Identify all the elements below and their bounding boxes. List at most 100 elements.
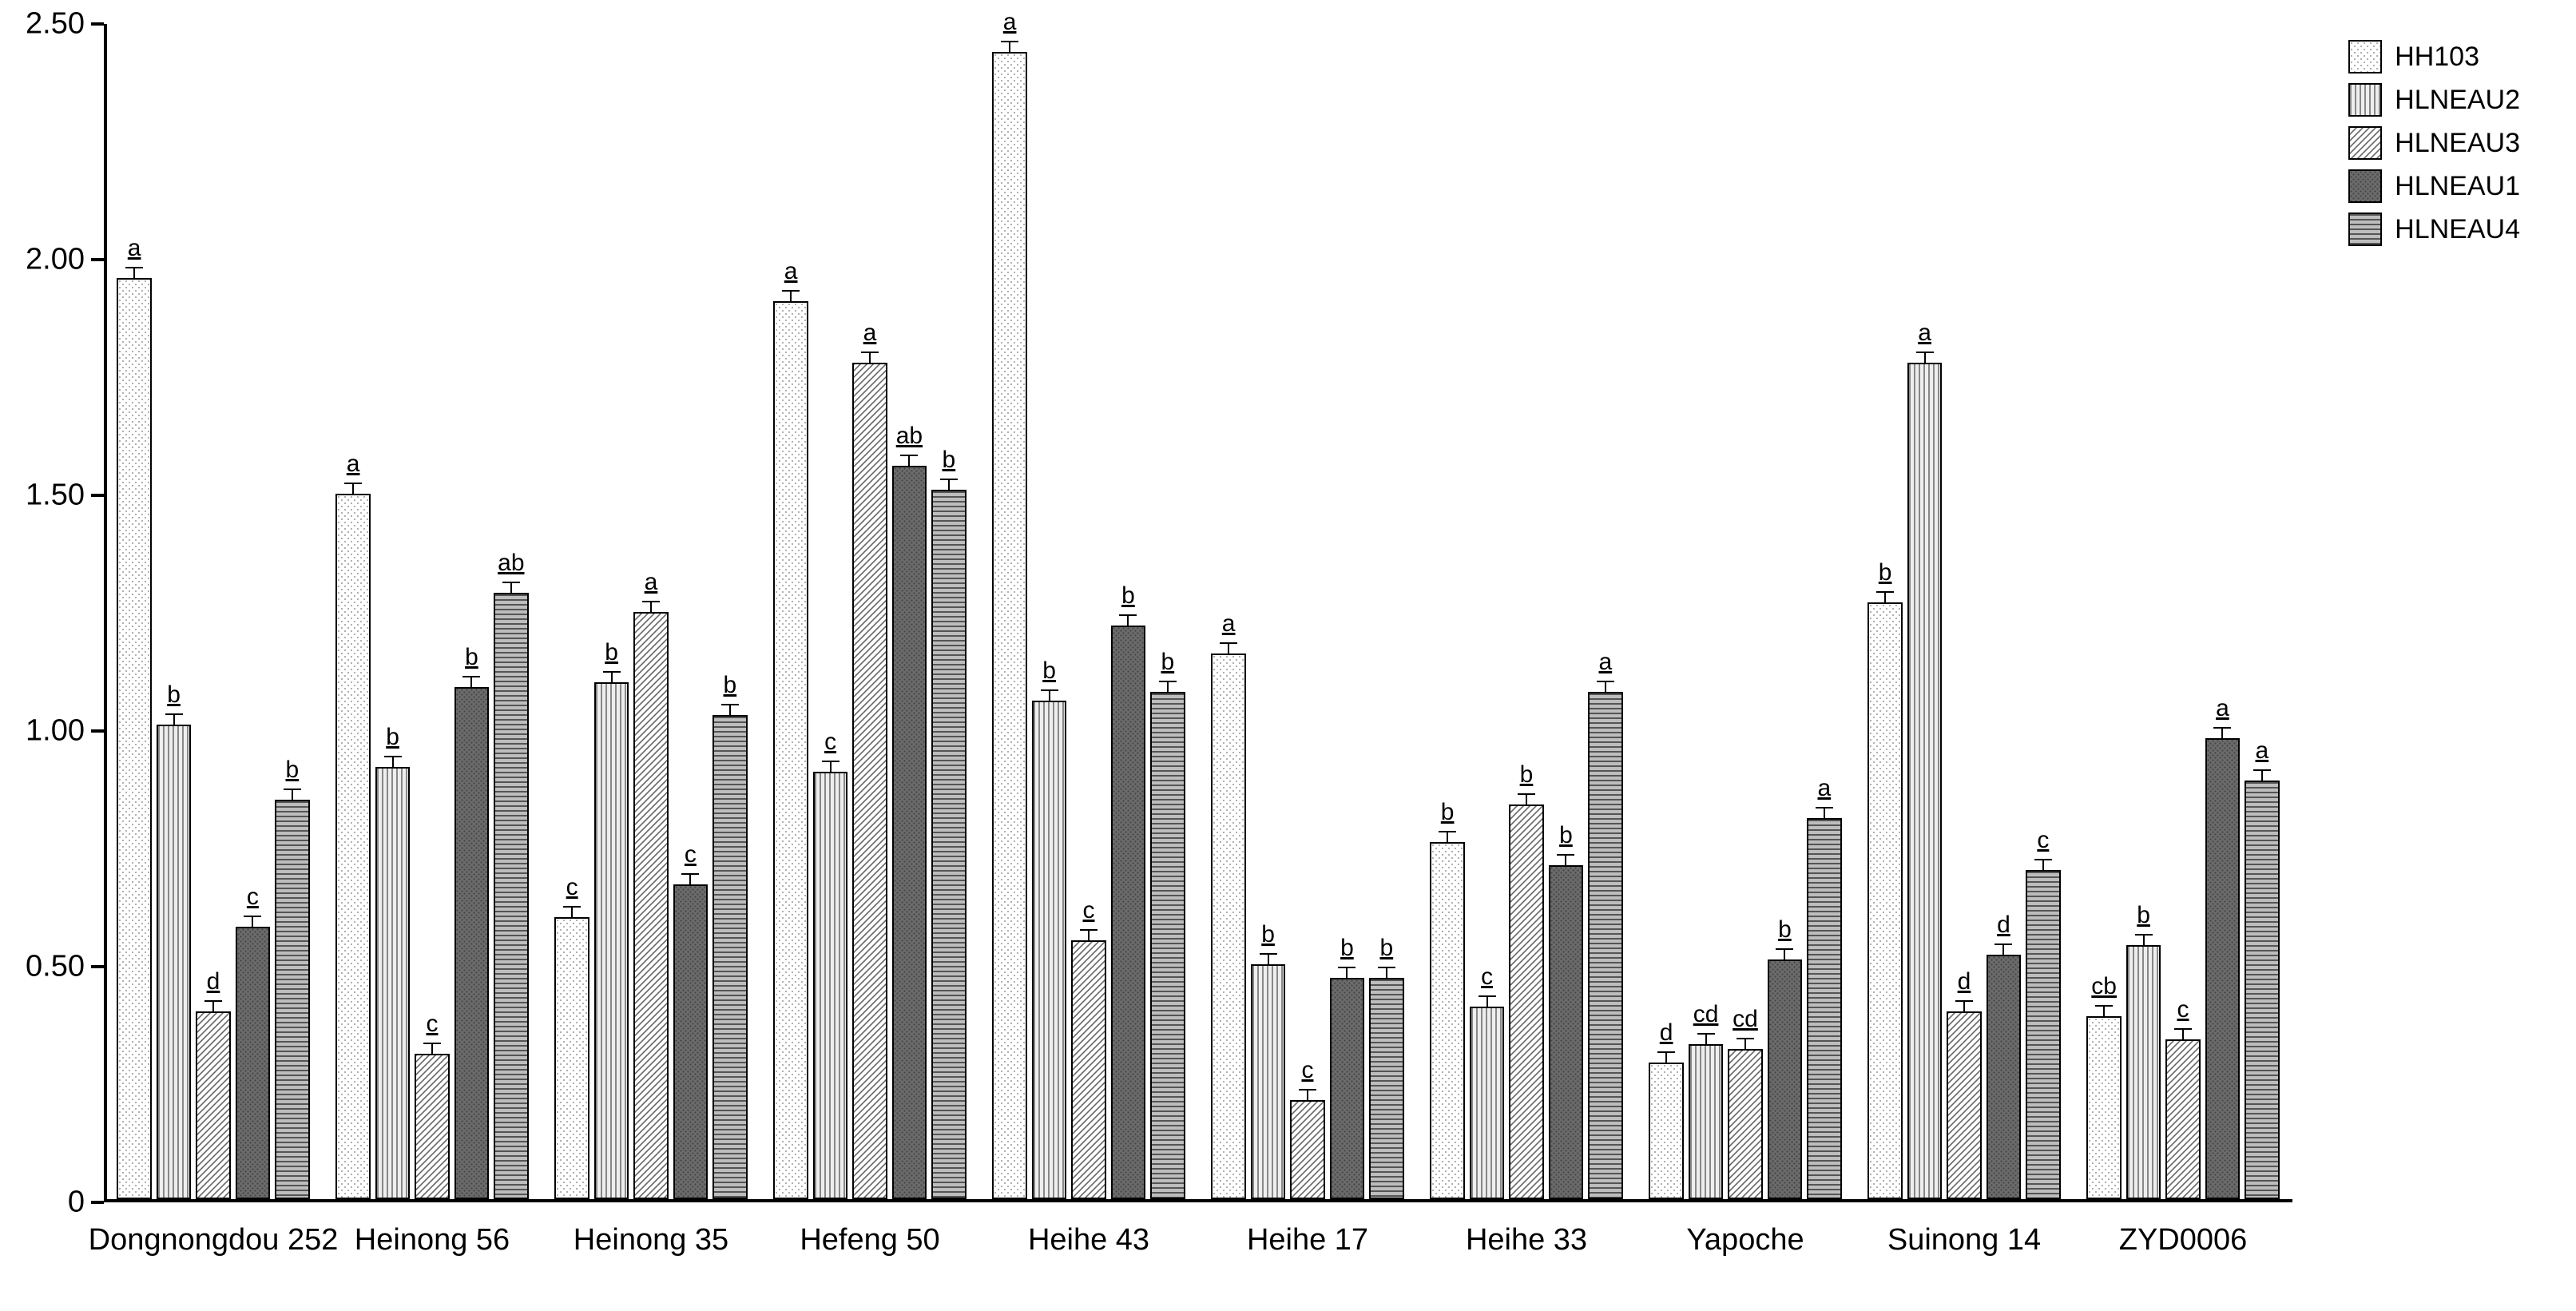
significance-letter: b	[1379, 935, 1393, 979]
legend-item: HH103	[2348, 40, 2520, 73]
bar: b	[157, 725, 191, 1199]
bar-group: baddcSuinong 14	[1855, 24, 2074, 1202]
bar-wrap: b	[1369, 24, 1403, 1199]
significance-letter: b	[285, 757, 299, 801]
significance-letter: b	[1559, 822, 1573, 867]
bar-wrap: b	[1549, 24, 1583, 1199]
significance-letter: a	[347, 451, 360, 495]
bar-wrap: b	[1509, 24, 1543, 1199]
bar-wrap: b	[1330, 24, 1364, 1199]
group-label: Yapoche	[1686, 1202, 1804, 1257]
significance-letter: c	[824, 729, 836, 773]
significance-letter: b	[1441, 799, 1455, 844]
group-label: Heihe 17	[1247, 1202, 1368, 1257]
bar: b	[1150, 692, 1185, 1199]
significance-letter: b	[1520, 761, 1534, 806]
bar: b	[594, 682, 629, 1199]
legend-swatch	[2348, 169, 2382, 203]
significance-letter: b	[605, 639, 618, 684]
bar: a	[992, 52, 1026, 1199]
bar-wrap: a	[992, 24, 1026, 1199]
bar: c	[1071, 940, 1105, 1199]
bar-wrap: a	[633, 24, 668, 1199]
group-label: Heinong 35	[574, 1202, 728, 1257]
bar: b	[1868, 602, 1902, 1199]
bar: a	[773, 301, 808, 1199]
significance-letter: c	[685, 841, 697, 886]
bars-row: dcdcdba	[1649, 24, 1841, 1199]
bar-wrap: ab	[494, 24, 528, 1199]
significance-letter: c	[2177, 996, 2189, 1041]
bar: a	[1907, 363, 1942, 1199]
bar-wrap: a	[1211, 24, 1245, 1199]
significance-letter: a	[784, 258, 798, 303]
bar: a	[2205, 738, 2240, 1199]
bar: cb	[2086, 1016, 2121, 1199]
bar-wrap: cd	[1728, 24, 1762, 1199]
bar: ab	[494, 593, 528, 1199]
bar-groups: abdcbDongnongdou 252abcbabHeinong 56cbac…	[104, 24, 2292, 1202]
bar-wrap: d	[1649, 24, 1683, 1199]
bars-row: abcbb	[992, 24, 1185, 1199]
bar: b	[712, 715, 747, 1199]
bar: b	[1430, 842, 1464, 1199]
significance-letter: b	[723, 672, 736, 717]
significance-letter: d	[1997, 912, 2010, 956]
bar: c	[813, 772, 847, 1199]
significance-letter: b	[1261, 921, 1275, 966]
significance-letter: cd	[1693, 1001, 1719, 1046]
bars-row: abcbb	[1211, 24, 1403, 1199]
bar-wrap: c	[813, 24, 847, 1199]
bar-group: dcdcdbaYapoche	[1636, 24, 1855, 1202]
legend-item: HLNEAU4	[2348, 213, 2520, 246]
legend-swatch	[2348, 126, 2382, 160]
group-label: Heinong 56	[355, 1202, 510, 1257]
bar: a	[633, 612, 668, 1200]
bar: c	[673, 884, 708, 1199]
bar: b	[454, 687, 489, 1199]
bar-wrap: a	[2245, 24, 2279, 1199]
bar-wrap: a	[335, 24, 370, 1199]
significance-letter: a	[2216, 695, 2229, 740]
bar-wrap: b	[1032, 24, 1066, 1199]
bar: ab	[892, 466, 927, 1199]
y-tick-label: 1.50	[26, 479, 104, 513]
significance-letter: c	[1301, 1057, 1313, 1102]
bar: b	[1111, 626, 1145, 1199]
significance-letter: a	[2255, 737, 2268, 782]
bar-wrap: a	[117, 24, 151, 1199]
significance-letter: a	[863, 320, 877, 364]
bar: a	[335, 494, 370, 1199]
significance-letter: b	[942, 447, 955, 491]
legend-item: HLNEAU1	[2348, 169, 2520, 203]
bar-wrap: b	[712, 24, 747, 1199]
y-tick-label: 1.00	[26, 714, 104, 749]
bar: d	[196, 1011, 230, 1199]
bar: b	[1509, 804, 1543, 1199]
bar: a	[852, 363, 887, 1199]
bar: b	[931, 490, 966, 1199]
bar: c	[1290, 1100, 1324, 1199]
group-label: Suinong 14	[1887, 1202, 2041, 1257]
significance-letter: a	[645, 569, 658, 614]
significance-letter: c	[426, 1011, 438, 1055]
bar-wrap: b	[1868, 24, 1902, 1199]
bar: a	[1588, 692, 1622, 1199]
bar: a	[117, 278, 151, 1199]
bar: c	[1470, 1007, 1504, 1199]
significance-letter: a	[128, 235, 141, 280]
bar-wrap: b	[2126, 24, 2161, 1199]
bar-group: abcbbHeihe 43	[979, 24, 1198, 1202]
significance-letter: a	[1003, 9, 1017, 54]
significance-letter: d	[1660, 1019, 1673, 1064]
bar: b	[1549, 865, 1583, 1199]
legend-item: HLNEAU2	[2348, 83, 2520, 117]
bar: b	[1251, 964, 1285, 1199]
significance-letter: a	[1918, 320, 1931, 364]
legend-label: HLNEAU4	[2395, 214, 2520, 245]
bar: a	[2245, 781, 2279, 1199]
bars-row: cbacb	[554, 24, 747, 1199]
bar: a	[1211, 654, 1245, 1199]
bar-wrap: c	[2165, 24, 2200, 1199]
plot-area: 00.501.001.502.002.50 abdcbDongnongdou 2…	[104, 24, 2292, 1202]
